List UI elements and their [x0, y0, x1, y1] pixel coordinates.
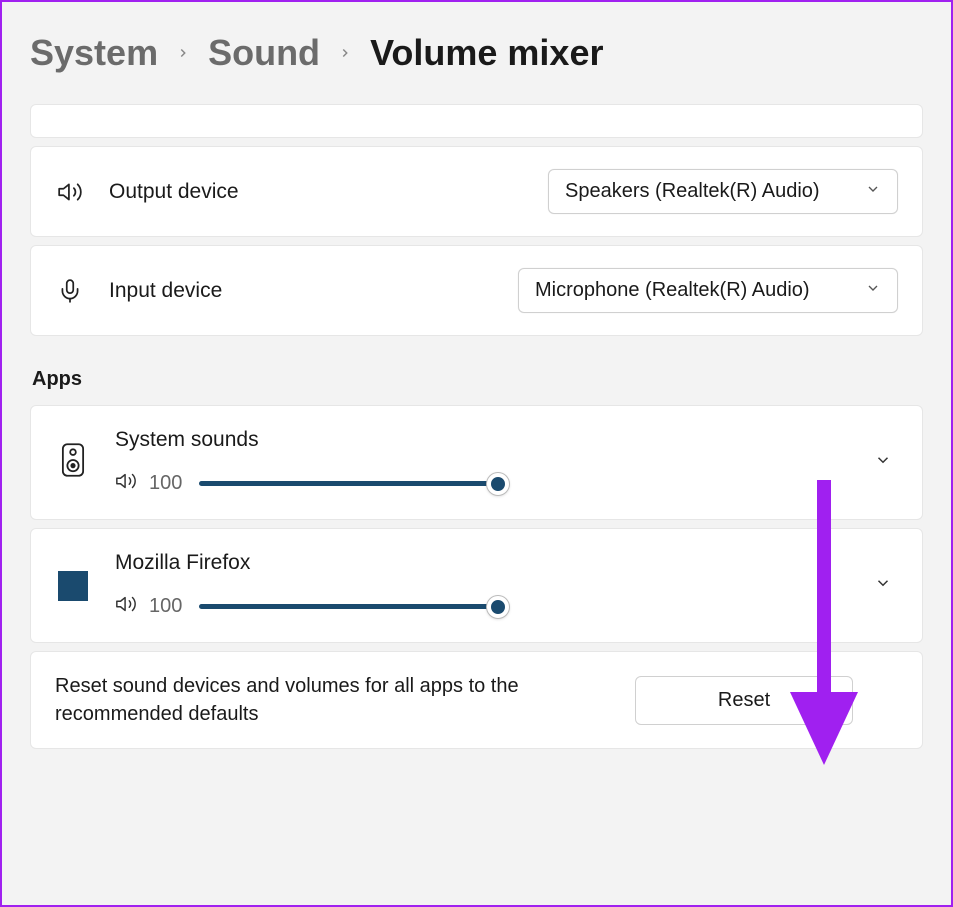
chevron-down-icon	[865, 279, 881, 302]
slider-fill	[199, 604, 499, 609]
slider-thumb[interactable]	[487, 473, 509, 495]
firefox-icon	[58, 571, 88, 601]
input-device-selected: Microphone (Realtek(R) Audio)	[535, 279, 810, 302]
output-device-label: Output device	[109, 180, 548, 204]
reset-description: Reset sound devices and volumes for all …	[55, 672, 615, 728]
volume-value: 100	[149, 595, 187, 618]
app-name: Mozilla Firefox	[115, 551, 868, 575]
volume-slider-system-sounds[interactable]	[199, 474, 499, 494]
slider-fill	[199, 481, 499, 486]
apps-section-title: Apps	[32, 368, 923, 391]
breadcrumb-volume-mixer: Volume mixer	[370, 32, 603, 74]
app-name: System sounds	[115, 428, 868, 452]
reset-button[interactable]: Reset	[635, 676, 853, 725]
expand-firefox[interactable]	[868, 574, 898, 597]
slider-thumb[interactable]	[487, 596, 509, 618]
microphone-icon	[55, 278, 85, 304]
speaker-icon	[55, 179, 85, 205]
chevron-down-icon	[874, 574, 892, 597]
reset-card: Reset sound devices and volumes for all …	[30, 651, 923, 749]
input-device-dropdown[interactable]: Microphone (Realtek(R) Audio)	[518, 268, 898, 313]
output-device-selected: Speakers (Realtek(R) Audio)	[565, 180, 820, 203]
volume-icon	[115, 470, 137, 497]
output-device-card: Output device Speakers (Realtek(R) Audio…	[30, 146, 923, 237]
app-card-firefox: Mozilla Firefox 100	[30, 528, 923, 643]
volume-icon	[115, 593, 137, 620]
system-sounds-icon	[59, 442, 87, 483]
volume-slider-firefox[interactable]	[199, 597, 499, 617]
chevron-down-icon	[874, 451, 892, 474]
volume-value: 100	[149, 472, 187, 495]
chevron-down-icon	[865, 180, 881, 203]
input-device-card: Input device Microphone (Realtek(R) Audi…	[30, 245, 923, 336]
breadcrumb-sound[interactable]: Sound	[208, 32, 320, 74]
chevron-right-icon	[176, 40, 190, 66]
output-device-dropdown[interactable]: Speakers (Realtek(R) Audio)	[548, 169, 898, 214]
breadcrumb-system[interactable]: System	[30, 32, 158, 74]
app-card-system-sounds: System sounds 100	[30, 405, 923, 520]
expand-system-sounds[interactable]	[868, 451, 898, 474]
breadcrumb: System Sound Volume mixer	[30, 32, 923, 74]
chevron-right-icon	[338, 40, 352, 66]
card-stub-top	[30, 104, 923, 138]
input-device-label: Input device	[109, 279, 518, 303]
